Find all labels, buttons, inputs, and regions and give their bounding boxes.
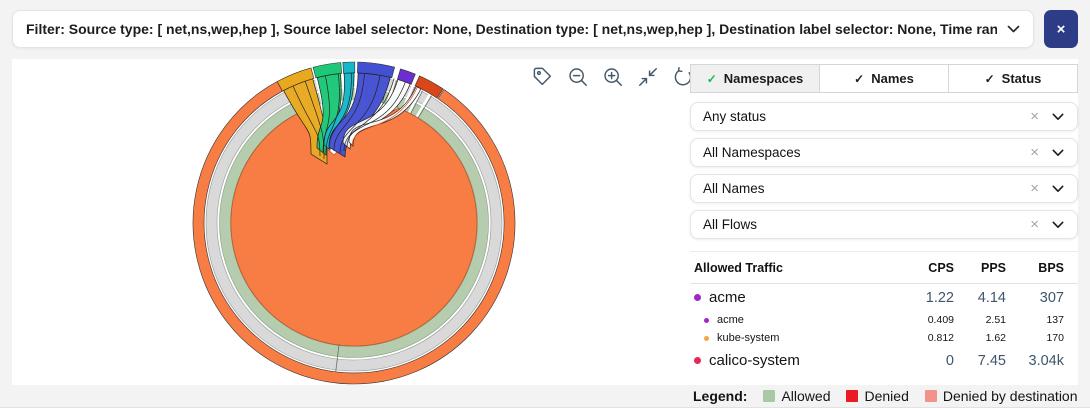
allowed-traffic-table: Allowed Traffic CPS PPS BPS acme 1.22 4.…	[690, 251, 1078, 374]
column-header-bps: BPS	[1006, 261, 1064, 275]
chevron-down-icon[interactable]	[1052, 185, 1064, 193]
flows-filter-dropdown[interactable]: All Flows ×	[690, 210, 1078, 239]
flow-chord-diagram[interactable]	[12, 59, 682, 385]
clear-icon[interactable]: ×	[1030, 181, 1039, 196]
dropdown-value: All Names	[703, 181, 765, 196]
tab-namespaces[interactable]: ✓ Namespaces	[691, 65, 820, 92]
tab-label: Names	[871, 71, 914, 86]
legend-bar: Legend: Allowed Denied Denied by destina…	[0, 385, 1090, 408]
chevron-down-icon[interactable]	[1052, 113, 1064, 121]
legend-item-label: Denied by destination	[943, 388, 1078, 404]
legend-item-label: Allowed	[781, 388, 830, 404]
bps-value: 170	[1006, 332, 1064, 344]
status-filter-dropdown[interactable]: Any status ×	[690, 102, 1078, 131]
check-icon: ✓	[707, 72, 717, 86]
pps-value: 7.45	[954, 353, 1006, 369]
namespace-name: calico-system	[709, 352, 800, 369]
denied-by-destination-swatch-icon	[925, 390, 937, 402]
chevron-down-icon[interactable]	[1052, 149, 1064, 157]
namespace-dot-icon	[694, 294, 701, 301]
tab-names[interactable]: ✓ Names	[820, 65, 949, 92]
label-tag-button[interactable]	[530, 64, 555, 89]
bps-value: 137	[1006, 314, 1064, 326]
label-tag-icon	[532, 66, 554, 88]
dropdown-value: All Flows	[703, 217, 757, 232]
tab-label: Status	[1002, 71, 1042, 86]
legend-title: Legend:	[693, 388, 747, 404]
tab-status[interactable]: ✓ Status	[949, 65, 1077, 92]
pps-value: 1.62	[954, 332, 1006, 344]
legend-item-denied: Denied	[846, 388, 908, 404]
collapse-button[interactable]	[635, 64, 660, 89]
namespace-name: acme	[709, 289, 746, 306]
cps-value: 0.409	[898, 314, 954, 326]
namespace-name: kube-system	[717, 332, 779, 344]
check-icon: ✓	[985, 72, 995, 86]
clear-icon[interactable]: ×	[1030, 217, 1039, 232]
tab-label: Namespaces	[724, 71, 804, 86]
bps-value: 3.04k	[1006, 353, 1064, 369]
cps-value: 1.22	[898, 290, 954, 306]
close-icon: ×	[1057, 21, 1066, 38]
denied-swatch-icon	[846, 390, 858, 402]
table-header: Allowed Traffic CPS PPS BPS	[690, 251, 1078, 284]
filter-summary: Filter: Source type: [ net,ns,wep,hep ],…	[26, 21, 997, 37]
pps-value: 2.51	[954, 314, 1006, 326]
legend-item-allowed: Allowed	[763, 388, 830, 404]
collapse-icon	[637, 66, 659, 88]
visualizer-panel: ✓ Namespaces ✓ Names ✓ Status Any status…	[12, 59, 1078, 385]
pps-value: 4.14	[954, 290, 1006, 306]
chevron-down-icon[interactable]	[1007, 25, 1020, 33]
names-filter-dropdown[interactable]: All Names ×	[690, 174, 1078, 203]
table-title: Allowed Traffic	[694, 261, 898, 275]
cps-value: 0.812	[898, 332, 954, 344]
dropdown-value: Any status	[703, 109, 766, 124]
namespace-dot-icon	[694, 357, 701, 364]
column-header-cps: CPS	[898, 261, 954, 275]
namespace-dot-icon	[704, 318, 709, 323]
cps-value: 0	[898, 353, 954, 369]
chevron-down-icon[interactable]	[1052, 221, 1064, 229]
clear-filter-button[interactable]: ×	[1044, 10, 1078, 48]
check-icon: ✓	[854, 72, 864, 86]
bps-value: 307	[1006, 290, 1064, 306]
traffic-row-acme[interactable]: acme 1.22 4.14 307	[690, 284, 1078, 311]
clear-icon[interactable]: ×	[1030, 145, 1039, 160]
filter-bar[interactable]: Filter: Source type: [ net,ns,wep,hep ],…	[12, 10, 1034, 48]
zoom-out-button[interactable]	[565, 64, 590, 89]
legend-content: Legend: Allowed Denied Denied by destina…	[693, 385, 1078, 407]
zoom-out-icon	[567, 66, 589, 88]
view-tabs: ✓ Namespaces ✓ Names ✓ Status	[690, 64, 1078, 93]
zoom-in-icon	[602, 66, 624, 88]
chart-toolbar	[530, 64, 695, 89]
legend-item-label: Denied	[864, 388, 908, 404]
traffic-row-acme-sub[interactable]: acme 0.409 2.51 137	[690, 311, 1078, 329]
namespace-name: acme	[717, 314, 744, 326]
traffic-row-calico-system[interactable]: calico-system 0 7.45 3.04k	[690, 347, 1078, 374]
legend-item-denied-by-destination: Denied by destination	[925, 388, 1078, 404]
column-header-pps: PPS	[954, 261, 1006, 275]
namespace-dot-icon	[704, 336, 709, 341]
traffic-row-kube-system[interactable]: kube-system 0.812 1.62 170	[690, 329, 1078, 347]
clear-icon[interactable]: ×	[1030, 109, 1039, 124]
allowed-swatch-icon	[763, 390, 775, 402]
zoom-in-button[interactable]	[600, 64, 625, 89]
namespaces-filter-dropdown[interactable]: All Namespaces ×	[690, 138, 1078, 167]
filter-sidebar: ✓ Namespaces ✓ Names ✓ Status Any status…	[690, 64, 1078, 374]
dropdown-value: All Namespaces	[703, 145, 801, 160]
